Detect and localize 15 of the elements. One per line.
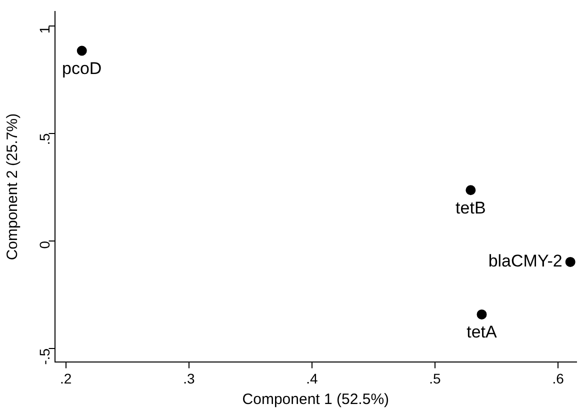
annotation: blaCMY-2 [488,252,562,271]
annotation: tetA [466,322,498,342]
annotation: tetB [456,198,486,218]
y-tick-label: 1 [36,26,53,34]
x-tick-label: .4 [306,370,318,386]
x-tick-label: .5 [429,370,442,386]
y-tick-label: 0 [36,240,53,249]
x-tick-label: .3 [183,370,195,386]
annotation: pcoD [62,58,102,78]
x-tick-label: .6 [552,370,564,386]
y-tick-label: -.5 [36,348,53,365]
y-tick-label: .5 [36,133,53,146]
x-tick-label: .2 [60,370,72,386]
y-axis-title: Component 2 (25.7%) [4,113,22,260]
x-axis-title: Component 1 (52.5%) [242,391,390,408]
